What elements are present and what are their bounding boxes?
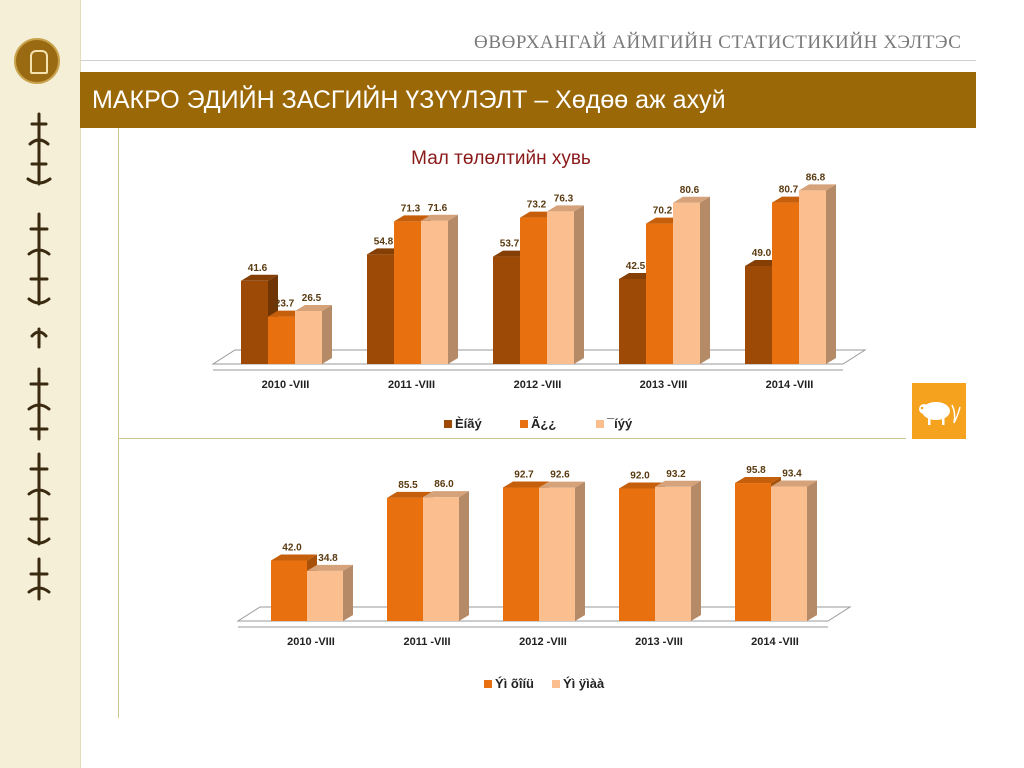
- data-label: 71.6: [428, 203, 448, 214]
- header-divider: [80, 60, 976, 61]
- chart-livestock-birth-rate: Мал төлөлтийн хувь 41.6 23.7 26.5 2010 -VIII…: [211, 148, 867, 431]
- sheep-icon: [919, 402, 961, 425]
- x-tick-label: 2011 -VIII: [388, 379, 435, 391]
- horizontal-divider: [118, 438, 906, 439]
- data-label: 80.7: [779, 185, 799, 196]
- data-label: 92.7: [514, 470, 534, 481]
- bar: [771, 480, 817, 621]
- data-label: 42.0: [282, 543, 302, 554]
- data-label: 70.2: [653, 206, 673, 217]
- legend-item: Èíãý: [444, 416, 483, 431]
- x-tick-label: 2014 -VIII: [751, 636, 799, 648]
- data-label: 92.0: [630, 471, 650, 482]
- data-label: 73.2: [527, 200, 547, 211]
- mongolian-script-ornament: [26, 112, 52, 601]
- bar: [673, 196, 710, 364]
- data-label: 93.4: [782, 469, 802, 480]
- vertical-divider: [118, 128, 119, 718]
- chart-title: Мал төлөлтийн хувь: [411, 148, 591, 169]
- legend-item: Ã¿¿: [520, 416, 556, 431]
- x-tick-label: 2011 -VIII: [403, 636, 450, 648]
- legend-label: Èíãý: [455, 416, 483, 431]
- data-label: 54.8: [374, 236, 394, 247]
- bar: [655, 480, 701, 621]
- bar: [421, 214, 458, 364]
- bar: [295, 305, 332, 364]
- legend-label: Ýì õîíü: [495, 676, 534, 691]
- x-tick-label: 2010 -VIII: [262, 379, 310, 391]
- data-label: 49.0: [752, 248, 772, 259]
- bar: [799, 184, 836, 364]
- bar: [423, 491, 469, 621]
- section-banner: МАКРО ЭДИЙН ЗАСГИЙН ҮЗҮҮЛЭЛТ – Хөдөө аж …: [80, 72, 976, 128]
- data-label: 93.2: [666, 469, 686, 480]
- data-label: 86.0: [434, 479, 454, 490]
- legend-label: Ã¿¿: [531, 416, 556, 431]
- data-label: 95.8: [746, 465, 766, 476]
- data-label: 86.8: [806, 172, 826, 183]
- statistics-emblem-icon: [14, 38, 60, 84]
- data-label: 76.3: [554, 193, 574, 204]
- legend-item: Ýì õîíü: [484, 676, 534, 691]
- page-header-title: ӨВӨРХАНГАЙ АЙМГИЙН СТАТИСТИКИЙН ХЭЛТЭС: [474, 32, 962, 53]
- legend-label: Ýì ÿìàà: [563, 676, 605, 691]
- data-label: 92.6: [550, 470, 570, 481]
- bar: [539, 481, 585, 621]
- data-label: 34.8: [318, 553, 338, 564]
- legend-swatch: [444, 420, 452, 428]
- x-tick-label: 2012 -VIII: [514, 379, 562, 391]
- legend-swatch: [596, 420, 604, 428]
- legend-swatch: [484, 680, 492, 688]
- chart-survival-rate: 42.0 34.8 2010 -VIII 85.5 86.0 2011 -VIII 92.7…: [236, 465, 852, 691]
- bar: [307, 564, 353, 621]
- data-label: 53.7: [500, 239, 520, 250]
- data-label: 80.6: [680, 185, 700, 196]
- legend-item: Ýì ÿìàà: [552, 676, 605, 691]
- sheep-icon-box: [912, 383, 966, 439]
- data-label: 71.3: [401, 203, 421, 214]
- x-tick-label: 2014 -VIII: [766, 379, 814, 391]
- bar: [547, 205, 584, 364]
- sidebar-panel: [0, 0, 81, 768]
- data-label: 26.5: [302, 293, 322, 304]
- x-tick-label: 2012 -VIII: [519, 636, 567, 648]
- data-label: 85.5: [398, 480, 418, 491]
- legend-swatch: [552, 680, 560, 688]
- legend-item: ¯íýý: [596, 416, 633, 431]
- data-label: 42.5: [626, 261, 646, 272]
- legend-swatch: [520, 420, 528, 428]
- x-tick-label: 2013 -VIII: [640, 379, 688, 391]
- x-tick-label: 2013 -VIII: [635, 636, 683, 648]
- data-label: 41.6: [248, 263, 268, 274]
- x-tick-label: 2010 -VIII: [287, 636, 335, 648]
- data-label: 23.7: [275, 299, 295, 310]
- legend-label: ¯íýý: [606, 416, 633, 431]
